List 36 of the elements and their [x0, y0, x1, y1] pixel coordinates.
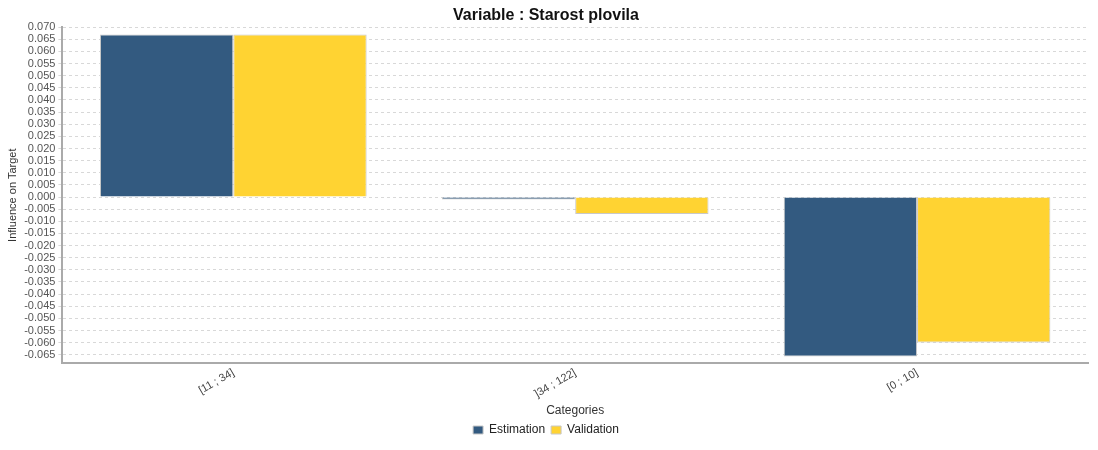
y-tick-label: 0.005: [27, 177, 56, 190]
y-tick-label: 0.050: [27, 68, 56, 81]
y-tick-label: 0.040: [27, 93, 56, 106]
y-tick-label: -0.005: [24, 202, 56, 215]
y-axis-title: Influence on Target: [5, 148, 18, 242]
y-tick-label: 0.055: [27, 56, 56, 69]
x-tick-label: [0 ; 10]: [884, 365, 920, 394]
y-tick-label: -0.035: [24, 274, 56, 287]
y-tick-label: -0.065: [24, 347, 56, 360]
y-tick-label: -0.030: [24, 262, 56, 275]
y-tick-label: -0.025: [24, 250, 56, 263]
y-tick-label: 0.020: [27, 141, 56, 154]
y-tick-label: 0.010: [27, 165, 56, 178]
y-tick-label: -0.020: [24, 238, 56, 251]
y-tick-label: 0.030: [27, 117, 56, 130]
y-tick-label: -0.045: [24, 299, 56, 312]
x-tick-label: [11 ; 34]: [196, 365, 236, 396]
y-tick-label: -0.040: [24, 287, 56, 300]
y-tick-label: -0.055: [24, 323, 56, 336]
x-tick-label: ]34 ; 122]: [532, 365, 578, 400]
legend-label: Estimation: [489, 422, 546, 437]
y-tick-label: -0.015: [24, 226, 56, 239]
x-axis-title: Categories: [546, 403, 605, 418]
legend-label: Validation: [567, 422, 619, 437]
y-tick-label: 0.015: [27, 153, 56, 166]
y-tick-label: -0.060: [24, 335, 56, 348]
y-tick-label: 0.070: [27, 20, 56, 33]
y-tick-label: -0.010: [24, 214, 56, 227]
y-tick-label: 0.035: [27, 105, 56, 118]
chart-title: Variable : Starost plovila: [453, 6, 640, 24]
y-tick-label: 0.060: [27, 44, 56, 57]
y-tick-label: 0.025: [27, 129, 56, 142]
y-tick-label: 0.065: [27, 32, 56, 45]
y-tick-label: 0.000: [27, 190, 56, 203]
y-tick-label: 0.045: [27, 80, 56, 93]
y-tick-label: -0.050: [24, 311, 56, 324]
